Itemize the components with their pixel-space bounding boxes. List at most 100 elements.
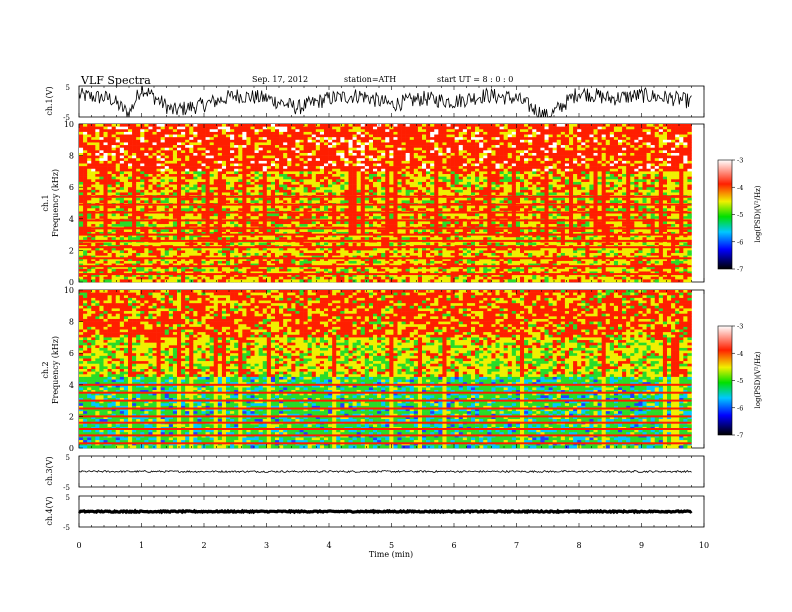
spectrogram-cell bbox=[83, 129, 88, 133]
spectrogram-cell bbox=[356, 176, 362, 180]
spectrogram-cell bbox=[205, 255, 210, 259]
spectrogram-cell bbox=[287, 126, 292, 130]
spectrogram-cell bbox=[128, 242, 133, 246]
spectrogram-cell bbox=[279, 216, 284, 220]
spectrogram-cell bbox=[99, 181, 104, 185]
spectrogram-cell bbox=[205, 189, 210, 193]
spectrogram-cell bbox=[95, 126, 100, 130]
spectrogram-cell bbox=[156, 242, 161, 246]
spectrogram-cell bbox=[275, 124, 280, 127]
spectrogram-cell bbox=[148, 187, 153, 191]
spectrogram-cell bbox=[230, 263, 235, 267]
spectrogram-cell bbox=[311, 229, 317, 233]
spectrogram-cell bbox=[152, 160, 157, 164]
spectrogram-cell bbox=[172, 124, 178, 127]
spectrogram-cell bbox=[83, 163, 88, 167]
spectrogram-cell bbox=[364, 253, 370, 256]
spectrogram-cell bbox=[336, 205, 341, 209]
spectrogram-cell bbox=[111, 216, 117, 220]
spectrogram-cell bbox=[177, 187, 182, 191]
spectrogram-cell bbox=[99, 131, 104, 135]
spectrogram-cell bbox=[168, 174, 174, 177]
spectrogram-cell bbox=[123, 179, 129, 183]
spectrogram-cell bbox=[213, 126, 219, 130]
spectrogram-cell bbox=[107, 142, 112, 146]
spectrogram-cell bbox=[111, 158, 117, 162]
spectrogram-cell bbox=[115, 166, 121, 170]
spectrogram-cell bbox=[136, 139, 141, 143]
spectrogram-cell bbox=[189, 131, 194, 135]
spectrogram-cell bbox=[307, 268, 313, 272]
spectrogram-cell bbox=[209, 221, 215, 225]
spectrogram-cell bbox=[136, 189, 141, 193]
spectrogram-cell bbox=[299, 147, 304, 151]
spectrogram-cell bbox=[311, 224, 317, 227]
spectrogram-cell bbox=[152, 258, 157, 262]
spectrogram-cell bbox=[209, 268, 215, 272]
spectrogram-cell bbox=[144, 274, 149, 278]
spectrogram-cell bbox=[123, 131, 129, 135]
spectrogram-cell bbox=[230, 229, 235, 233]
spectrogram-cell bbox=[111, 189, 117, 193]
spectrogram-cell bbox=[111, 258, 117, 262]
spectrogram-cell bbox=[356, 187, 362, 191]
spectrogram-cell bbox=[291, 229, 296, 233]
spectrogram-cell bbox=[405, 166, 411, 170]
spectrogram-cell bbox=[270, 250, 276, 254]
spectrogram-cell bbox=[348, 192, 353, 196]
spectrogram-cell bbox=[389, 166, 394, 170]
ch1-x-ticks bbox=[78, 86, 705, 117]
spectrogram-cell bbox=[185, 166, 190, 170]
spectrogram-cell bbox=[275, 131, 280, 135]
spectrogram-cell bbox=[332, 247, 337, 251]
spectrogram-cell bbox=[389, 145, 394, 148]
spectrogram-cell bbox=[381, 158, 386, 162]
spectrogram-cell bbox=[132, 268, 137, 272]
spectrogram-cell bbox=[140, 166, 145, 170]
spectrogram-cell bbox=[91, 168, 96, 172]
spectrogram-cell bbox=[189, 181, 194, 185]
spectrogram-cell bbox=[246, 184, 251, 188]
spectrogram-cell bbox=[393, 124, 398, 127]
spectrogram-cell bbox=[295, 237, 300, 241]
spectrogram-cell bbox=[115, 176, 121, 180]
spectrogram-cell bbox=[87, 187, 92, 191]
spectrogram-cell bbox=[324, 224, 329, 227]
spectrogram-cell bbox=[99, 168, 104, 172]
spectrogram-cell bbox=[168, 208, 174, 212]
spectrogram-cell bbox=[336, 242, 341, 246]
spectrogram-cell bbox=[189, 192, 194, 196]
spectrogram-cell bbox=[303, 126, 308, 130]
spectrogram-cell bbox=[254, 213, 259, 217]
spectrogram-cell bbox=[254, 255, 259, 259]
spectrogram-cell bbox=[328, 253, 333, 256]
spectrogram-cell bbox=[258, 255, 264, 259]
spectrogram-cell bbox=[307, 205, 313, 209]
spectrogram-cell bbox=[344, 274, 349, 278]
spectrogram-cell bbox=[160, 266, 166, 270]
spectrogram-cell bbox=[226, 237, 231, 241]
spectrogram-cell bbox=[364, 234, 370, 238]
spectrogram-cell bbox=[319, 152, 325, 156]
spectrogram-cell bbox=[401, 237, 406, 241]
spectrogram-cell bbox=[156, 147, 161, 151]
spectrogram-cell bbox=[266, 271, 272, 275]
spectrogram-cell bbox=[381, 189, 386, 193]
spectrogram-cell bbox=[283, 263, 288, 267]
spectrogram-cell bbox=[311, 250, 317, 254]
spectrogram-cell bbox=[181, 266, 186, 270]
spectrogram-cell bbox=[226, 155, 231, 159]
spectrogram-cell bbox=[340, 137, 345, 141]
spectrogram-cell bbox=[315, 131, 321, 135]
spectrogram-cell bbox=[136, 263, 141, 267]
spectrogram-cell bbox=[242, 266, 247, 270]
spectrogram-cell bbox=[79, 247, 84, 251]
spectrogram-cell bbox=[123, 229, 129, 233]
spectrogram-cell bbox=[164, 260, 170, 264]
spectrogram-cell bbox=[107, 176, 112, 180]
spectrogram-cell bbox=[193, 258, 198, 262]
spectrogram-cell bbox=[368, 260, 374, 264]
spectrogram-cell bbox=[217, 129, 223, 133]
spectrogram-cell bbox=[283, 229, 288, 233]
spectrogram-cell bbox=[242, 253, 247, 256]
